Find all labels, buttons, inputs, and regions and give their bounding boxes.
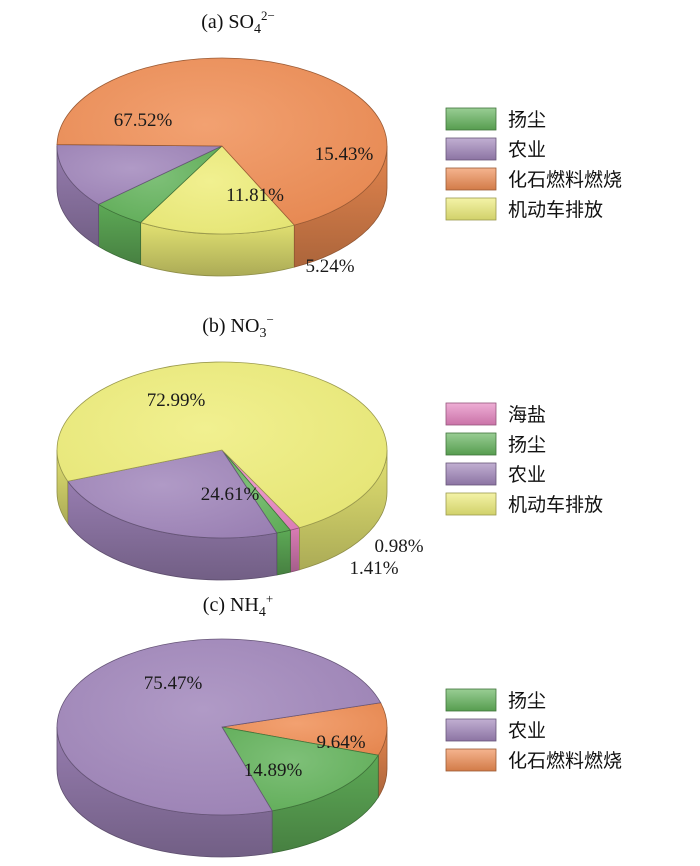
pie-panel-1: (a) SO42− 5.24% 11.81% 67.52% 15.43% 扬尘农业化石燃料… [56, 8, 622, 277]
legend-label: 海盐 [508, 404, 546, 426]
data-label: 1.41% [349, 558, 398, 579]
legend-label: 扬尘 [508, 109, 546, 131]
legend-swatch [445, 402, 497, 426]
data-label: 14.89% [244, 760, 303, 781]
legend-swatch [445, 432, 497, 456]
legend-swatch [445, 718, 497, 742]
legend-label: 农业 [508, 464, 546, 486]
data-label: 11.81% [226, 185, 284, 206]
pie-tops [56, 638, 388, 816]
legend-swatch [445, 688, 497, 712]
data-label: 5.24% [305, 256, 354, 277]
data-label: 24.61% [201, 484, 260, 505]
pie-slice-c2 [221, 702, 388, 756]
legend-swatch [445, 137, 497, 161]
pie-tops [56, 57, 388, 235]
legend-swatch [445, 197, 497, 221]
pie-sides [56, 145, 388, 277]
legend-swatch [445, 462, 497, 486]
pie-slice-c0 [221, 726, 379, 812]
data-label: 0.98% [374, 536, 423, 557]
legend-label: 农业 [508, 139, 546, 161]
chart-title: (a) SO42− [201, 8, 275, 37]
pie-slice-c1 [56, 638, 382, 816]
legend-label: 机动车排放 [508, 199, 603, 221]
legend-swatch [445, 107, 497, 131]
data-label: 75.47% [144, 673, 203, 694]
data-label: 9.64% [316, 732, 365, 753]
legend-label: 化石燃料燃烧 [508, 169, 622, 191]
pie-slice-c1 [56, 144, 223, 205]
legend-label: 农业 [508, 720, 546, 742]
legend-label: 扬尘 [508, 690, 546, 712]
chart-title: (c) NH4+ [203, 591, 273, 620]
legend-swatch [445, 748, 497, 772]
pie-side-c0 [289, 527, 300, 573]
data-label: 15.43% [315, 144, 374, 165]
pie-panel-2: (b) NO3− 0.98%1.41% 24.61% 72.99% 海盐扬尘农业机动车排… [56, 312, 603, 581]
legend-swatch [445, 167, 497, 191]
pie-side-c1 [276, 529, 291, 576]
data-label: 67.52% [114, 110, 173, 131]
pie-slice-c3 [56, 361, 388, 529]
legend-label: 化石燃料燃烧 [508, 750, 622, 772]
pie-slice-c2 [56, 57, 388, 226]
pie-tops [56, 361, 388, 539]
pie-sides [56, 726, 388, 858]
legend-label: 扬尘 [508, 434, 546, 456]
legend-swatch [445, 492, 497, 516]
legend-label: 机动车排放 [508, 494, 603, 516]
pie-slice-c2 [67, 449, 278, 539]
data-label: 72.99% [147, 390, 206, 411]
pie-slice-c3 [139, 145, 296, 235]
chart-title: (b) NO3− [202, 312, 274, 341]
